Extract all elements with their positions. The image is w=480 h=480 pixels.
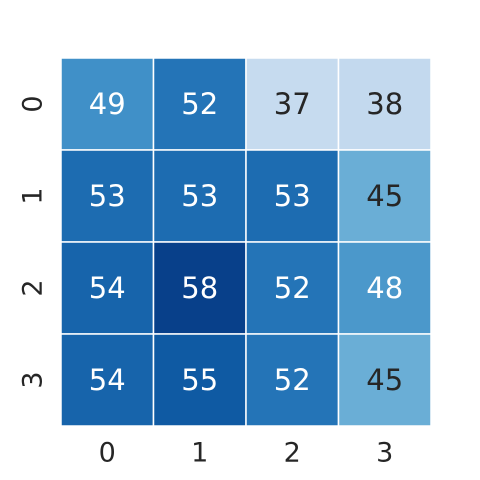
- cell-label: 48: [366, 271, 403, 305]
- y-tick-label: 3: [18, 371, 49, 388]
- cell-label: 37: [274, 87, 311, 121]
- cell-label: 45: [366, 363, 403, 397]
- cell-label: 58: [181, 271, 218, 305]
- cell-label: 52: [274, 271, 311, 305]
- heatmap-cell: [152, 149, 247, 243]
- cell-label: 53: [181, 179, 218, 213]
- cell-label: 54: [89, 363, 126, 397]
- cell-label: 49: [89, 87, 126, 121]
- cell-label: 55: [181, 363, 218, 397]
- y-tick-label: 0: [18, 95, 49, 112]
- heatmap-cell: [337, 57, 432, 151]
- cell-label: 53: [89, 179, 126, 213]
- x-tick-label: 0: [99, 438, 116, 469]
- x-tick-label: 2: [284, 438, 301, 469]
- cell-label: 54: [89, 271, 126, 305]
- heatmap-cell: [152, 241, 247, 335]
- heatmap-cell: [245, 57, 340, 151]
- heatmap-cell: [152, 333, 247, 427]
- heatmap-cell: [337, 241, 432, 335]
- cell-label: 52: [274, 363, 311, 397]
- heatmap-cell: [60, 57, 155, 151]
- y-tick-label: 2: [18, 279, 49, 296]
- heatmap-cell: [152, 57, 247, 151]
- x-tick-label: 1: [191, 438, 208, 469]
- x-tick-label: 3: [376, 438, 393, 469]
- heatmap-cell: [337, 149, 432, 243]
- heatmap-cell: [337, 333, 432, 427]
- cell-label: 53: [274, 179, 311, 213]
- cell-label: 38: [366, 87, 403, 121]
- cell-label: 52: [181, 87, 218, 121]
- heatmap-cell: [60, 333, 155, 427]
- y-tick-label: 1: [18, 187, 49, 204]
- cell-label: 45: [366, 179, 403, 213]
